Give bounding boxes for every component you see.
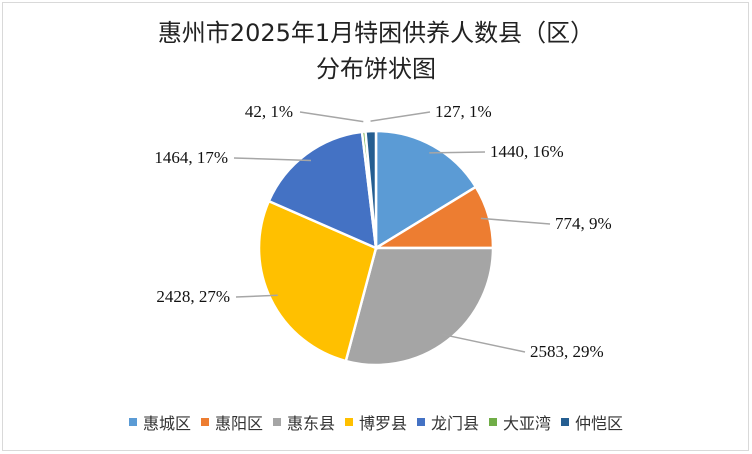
leader-line (299, 111, 364, 123)
legend-item: 仲恺区 (561, 410, 623, 434)
leader-line (235, 294, 278, 298)
legend-swatch-icon (561, 418, 570, 426)
legend-item: 博罗县 (344, 410, 407, 434)
leader-line (370, 111, 431, 122)
pie-slice (344, 246, 495, 367)
legend-label: 龙门县 (431, 414, 480, 433)
data-label: 1440, 16% (490, 142, 564, 161)
legend-item: 惠阳区 (200, 410, 263, 434)
chart-title-line2: 分布饼状图 (316, 55, 436, 83)
legend-swatch-icon (344, 418, 353, 426)
legend-swatch-icon (272, 418, 281, 426)
legend-item: 大亚湾 (489, 410, 551, 434)
data-label: 1464, 17% (154, 148, 228, 167)
legend-swatch-icon (128, 418, 137, 426)
leader-line (429, 151, 486, 154)
pie-slice (364, 129, 378, 249)
legend-item: 惠东县 (272, 410, 335, 434)
pie-slice (267, 130, 378, 251)
chart-legend: 惠城区 惠阳区 惠东县 博罗县 龙门县 大亚湾 仲恺区 (0, 410, 752, 434)
legend-label: 惠阳区 (214, 414, 263, 433)
legend-swatch-icon (200, 418, 209, 426)
pie-slice (374, 129, 478, 251)
legend-label: 博罗县 (358, 414, 407, 433)
data-label: 127, 1% (435, 102, 492, 121)
legend-label: 仲恺区 (575, 414, 624, 433)
chart-title-line1: 惠州市2025年1月特困供养人数县（区） (157, 19, 595, 47)
data-label: 2428, 27% (156, 287, 230, 306)
leader-line (233, 157, 312, 162)
legend-item: 惠城区 (128, 410, 191, 434)
legend-label: 惠城区 (142, 414, 191, 433)
legend-swatch-icon (417, 418, 425, 426)
data-label: 2583, 29% (530, 342, 604, 361)
leader-line (442, 333, 526, 353)
legend-label: 惠东县 (286, 414, 335, 433)
pie-slice (257, 199, 378, 363)
leader-line (480, 217, 551, 225)
legend-item: 龙门县 (417, 410, 479, 434)
data-label: 774, 9% (555, 214, 612, 233)
legend-label: 大亚湾 (503, 414, 552, 433)
data-label: 42, 1% (245, 102, 293, 121)
legend-swatch-icon (489, 418, 498, 426)
